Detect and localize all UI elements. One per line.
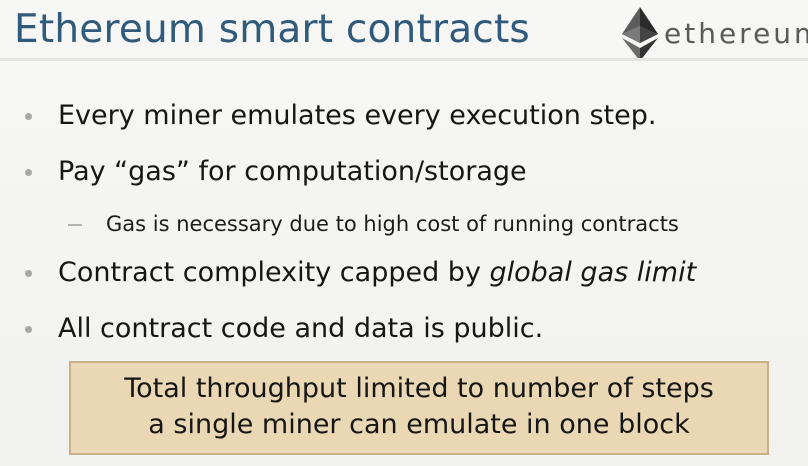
logo-wordmark: ethereum	[664, 17, 808, 50]
slide-title: Ethereum smart contracts	[14, 7, 530, 52]
sub-bullet-text: Gas is necessary due to high cost of run…	[106, 212, 679, 236]
bullet-text: Pay “gas” for computation/storage	[58, 156, 527, 187]
title-divider	[0, 58, 808, 61]
ethereum-diamond-icon	[622, 7, 658, 61]
bullet-dot	[25, 326, 32, 333]
bullet-text: Contract complexity capped by global gas…	[58, 255, 696, 291]
bullet-text: All contract code and data is public.	[58, 313, 544, 344]
bullet-dot	[25, 113, 32, 120]
ethereum-logo: ethereum	[622, 7, 808, 61]
callout-line-1: Total throughput limited to number of st…	[124, 373, 714, 404]
bullet-text-prefix: Contract complexity capped by	[58, 257, 490, 288]
bullet-dot	[25, 270, 32, 277]
bullet-dot	[25, 169, 32, 176]
callout-box: Total throughput limited to number of st…	[69, 361, 769, 455]
bullet-text: Every miner emulates every execution ste…	[58, 100, 657, 131]
sub-bullet-dash	[68, 224, 82, 226]
callout-line-2: a single miner can emulate in one block	[148, 409, 690, 440]
bullet-text-emphasis: global gas limit	[489, 257, 697, 288]
